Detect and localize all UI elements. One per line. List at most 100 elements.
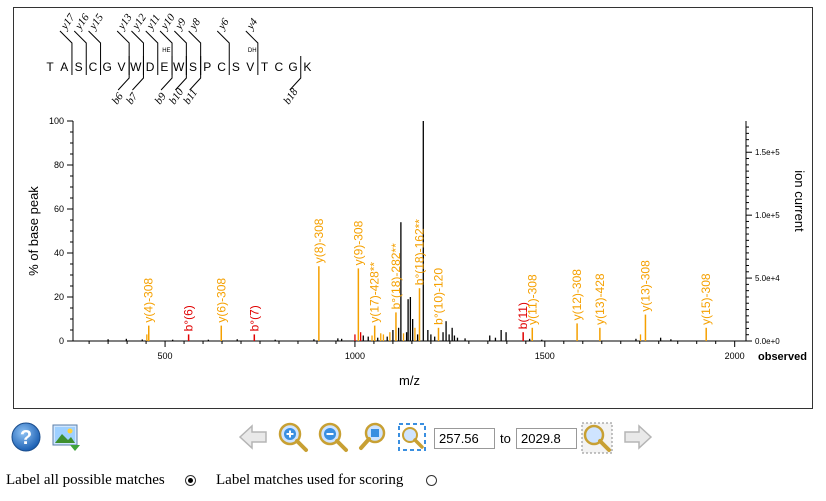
zoom-fit-icon: [398, 423, 426, 451]
label-scoring-option-text: Label matches used for scoring: [216, 472, 404, 488]
residue: G: [288, 60, 297, 74]
spectrum-panel: T A S C G V W D E W S P C S V T C G K HE DH y17 y16 y15 y13 y12 y1…: [13, 7, 813, 409]
label-scoring-radio[interactable]: [426, 475, 437, 486]
residue: V: [117, 60, 125, 74]
peak-label: b°(6): [182, 305, 196, 331]
back-button[interactable]: [237, 421, 269, 453]
peak-labels: y(4)-308 b°(6) y(6)-308 b°(7) y(8)-308 y(9)-3…: [142, 218, 713, 331]
y-fragment-label: y8: [187, 16, 204, 33]
zoom-out-button[interactable]: [317, 421, 349, 453]
peak-label: y(4)-308: [142, 278, 156, 323]
zoom-reset-button[interactable]: [357, 421, 389, 453]
b-fragment-label: b11: [181, 87, 200, 107]
help-icon: ?: [11, 422, 41, 452]
x-tick-label: 2000: [725, 351, 745, 361]
peak-label: b°(18)-162**: [412, 219, 426, 286]
forward-arrow-icon: [624, 424, 653, 450]
y-tick-label: 100: [49, 116, 64, 126]
range-from-input[interactable]: [434, 428, 495, 449]
y-fragment-mark: [88, 30, 102, 75]
zoom-in-button[interactable]: [277, 421, 309, 453]
peak-label: y(15)-308: [699, 273, 713, 325]
y-tick-label: 80: [54, 160, 64, 170]
residue: D: [146, 60, 155, 74]
peak-label: y(17)-428**: [368, 262, 382, 323]
b-fragment-label: b9: [153, 90, 169, 106]
y-tick-label: 40: [54, 248, 64, 258]
label-all-radio[interactable]: [185, 475, 196, 486]
residue-modification: DH: [248, 48, 257, 54]
peak-label: y(12)-308: [570, 269, 584, 321]
residue: T: [261, 60, 269, 74]
y-fragment-mark: [145, 30, 159, 75]
y-axis-left-title: % of base peak: [26, 186, 41, 276]
peak-label: b°(18)-282**: [389, 243, 403, 310]
axes: 0 20 40 60 80 100 0.0e+0 5.0e+4 1.0e+5 1.5e+5 500 1…: [26, 116, 807, 388]
y-axis-right-title: ion current: [792, 170, 807, 232]
peak-label: b°(10)-120: [431, 268, 445, 325]
residue-modification: HE: [162, 48, 170, 54]
x-tick-label: 1500: [535, 351, 555, 361]
y-fragment-mark: [73, 30, 87, 75]
residue: E: [160, 60, 168, 74]
peak-label: y(8)-308: [312, 218, 326, 263]
b-fragment-mark: [189, 56, 202, 91]
y-tick-label: 0: [59, 336, 64, 346]
y-tick-label: 60: [54, 204, 64, 214]
x-tick-label: 500: [158, 351, 173, 361]
y-fragment-label: y4: [244, 16, 261, 33]
b-fragment-mark: [117, 56, 130, 91]
residue: C: [274, 60, 283, 74]
svg-text:?: ?: [20, 427, 32, 449]
b-fragment-label: b18: [281, 86, 301, 107]
export-image-button[interactable]: [50, 421, 82, 453]
residue: V: [246, 60, 254, 74]
b-fragment-mark: [174, 56, 187, 91]
y-right-tick-label: 0.0e+0: [755, 337, 780, 346]
range-to-input[interactable]: [516, 428, 577, 449]
peak-label: y(6)-308: [214, 278, 228, 323]
peak-label: y(9)-308: [351, 220, 365, 265]
zoom-reset-icon: [359, 422, 386, 450]
peak-label: b(11): [516, 302, 530, 329]
x-tick-label: 1000: [345, 351, 365, 361]
peak-label: b°(7): [247, 305, 261, 331]
help-button[interactable]: ?: [10, 421, 42, 453]
zoom-range-icon: [581, 422, 613, 454]
residue: S: [189, 60, 197, 74]
peaks: [107, 121, 707, 341]
b-fragment-label: b6: [110, 90, 126, 106]
x-axis-title: m/z: [399, 373, 420, 388]
residue: P: [203, 60, 211, 74]
b-fragment-mark: [132, 56, 144, 91]
b-fragment-mark: [289, 56, 302, 91]
y-fragment-mark: [245, 30, 259, 75]
forward-button[interactable]: [622, 421, 654, 453]
peak-label: y(11)-308: [525, 274, 539, 325]
residue: W: [173, 60, 185, 74]
y-right-tick-label: 1.0e+5: [755, 211, 780, 220]
observed-tag: observed: [758, 351, 807, 363]
y-fragment-mark: [216, 30, 230, 75]
y-fragment-label: y6: [215, 16, 232, 33]
y-right-tick-label: 5.0e+4: [755, 274, 780, 283]
back-arrow-icon: [238, 424, 267, 450]
y-tick-label: 20: [54, 292, 64, 302]
y-fragment-label: y15: [87, 11, 107, 32]
y-fragment-mark: [59, 30, 73, 75]
residue: T: [46, 60, 54, 74]
residue: C: [89, 60, 98, 74]
zoom-range-button[interactable]: [581, 422, 613, 454]
residue: S: [232, 60, 240, 74]
residue: C: [217, 60, 226, 74]
b-fragment-mark: [160, 56, 173, 91]
residue: G: [103, 60, 112, 74]
zoom-out-icon: [318, 422, 348, 452]
range-to-label: to: [500, 431, 511, 446]
zoom-fit-button[interactable]: [396, 421, 428, 453]
peak-label: y(13)-308: [638, 260, 652, 312]
residue: W: [130, 60, 142, 74]
zoom-in-icon: [278, 422, 308, 452]
